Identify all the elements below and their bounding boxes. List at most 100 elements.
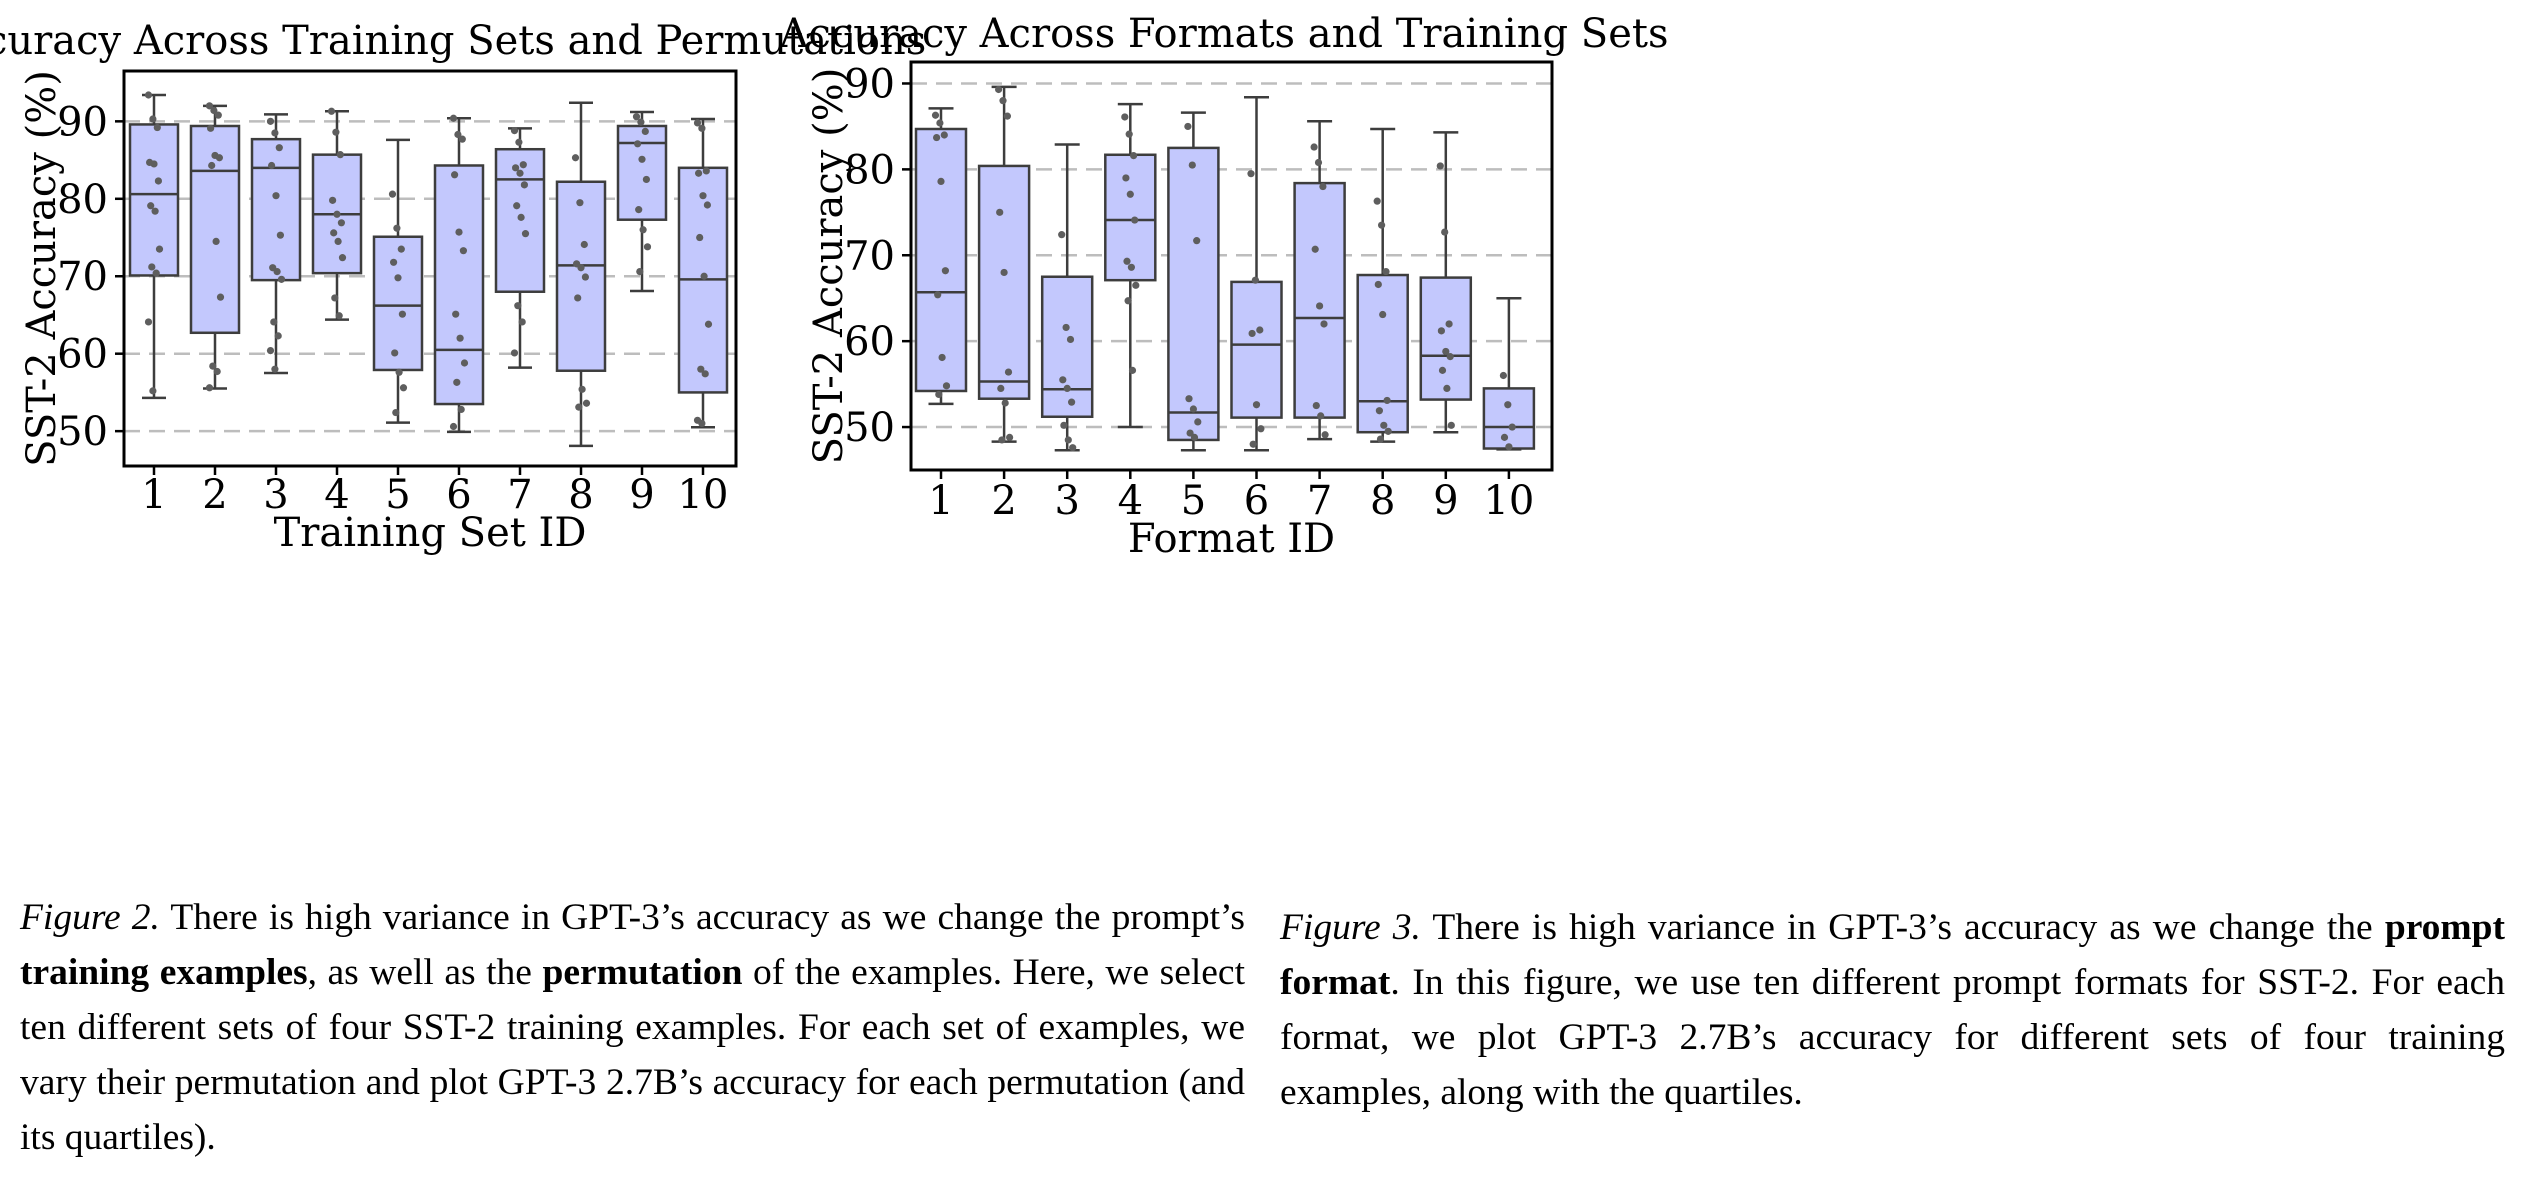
data-point <box>1447 421 1455 429</box>
data-point <box>210 106 218 115</box>
data-point <box>703 201 712 209</box>
data-point <box>1188 161 1196 169</box>
x-axis-label: Format ID <box>1128 516 1335 562</box>
data-point <box>636 267 644 276</box>
data-point <box>1380 421 1388 429</box>
data-point <box>332 128 340 136</box>
box-group <box>1356 127 1409 443</box>
box-iqr <box>433 164 485 406</box>
box-group <box>677 117 729 429</box>
data-point <box>149 387 157 395</box>
data-point <box>205 102 214 110</box>
x-tick-label: 5 <box>1181 478 1206 524</box>
data-point <box>704 320 713 328</box>
data-point <box>392 408 400 417</box>
box-iqr <box>914 127 968 393</box>
data-point <box>1004 368 1013 376</box>
caption-text: There is high variance in GPT-3’s accura… <box>1420 907 2385 948</box>
data-point <box>1505 443 1513 451</box>
data-point <box>516 169 524 177</box>
y-tick-label: 60 <box>844 319 895 365</box>
x-tick-label: 4 <box>324 472 349 518</box>
data-point <box>1500 433 1509 441</box>
data-point <box>270 318 278 326</box>
data-point <box>337 219 345 227</box>
data-point <box>1436 162 1444 170</box>
data-point <box>150 160 158 168</box>
data-point <box>330 229 338 237</box>
caption-text: of the examples. Here, we select ten dif… <box>20 952 1245 1158</box>
box-group <box>977 85 1031 444</box>
data-point <box>1066 335 1075 344</box>
data-point <box>1445 320 1453 328</box>
data-point <box>155 245 164 253</box>
caption-text: , as well as the <box>307 952 543 993</box>
data-point <box>998 436 1006 444</box>
data-point <box>1310 143 1318 151</box>
y-tick-label: 90 <box>57 99 108 145</box>
data-point <box>517 213 525 221</box>
box-group <box>250 113 302 375</box>
data-point <box>632 113 641 121</box>
x-tick-label: 9 <box>629 472 654 518</box>
box-iqr <box>1167 146 1220 442</box>
x-tick-label: 7 <box>507 472 532 518</box>
data-point <box>1443 384 1451 392</box>
data-point <box>510 127 519 135</box>
data-point <box>1001 399 1009 407</box>
x-tick-label: 10 <box>1483 478 1534 524</box>
data-point <box>695 169 703 177</box>
data-point <box>520 181 529 189</box>
data-point <box>271 129 279 137</box>
data-point <box>398 310 406 318</box>
data-point <box>995 85 1003 94</box>
data-point <box>1320 320 1328 328</box>
data-point <box>277 275 286 283</box>
data-point <box>940 131 948 139</box>
y-tick-label: 50 <box>844 405 895 451</box>
data-point <box>1063 384 1071 392</box>
y-axis-label: SST-2 Accuracy (%) <box>19 70 65 467</box>
data-point <box>459 247 467 255</box>
data-point <box>1316 302 1324 310</box>
data-point <box>1130 152 1138 160</box>
box-iqr <box>555 180 607 372</box>
plot-frame <box>909 60 1554 472</box>
data-point <box>1127 263 1135 271</box>
data-point <box>333 210 341 218</box>
data-point <box>698 124 706 132</box>
y-tick-label: 70 <box>844 233 895 279</box>
data-point <box>1321 431 1329 439</box>
data-point <box>457 405 465 414</box>
data-point <box>1064 436 1072 444</box>
box-iqr <box>1104 153 1157 282</box>
x-tick-label: 6 <box>446 472 471 518</box>
data-point <box>214 111 222 119</box>
figure-2: Accuracy Across Training Sets and Permut… <box>0 0 1260 1187</box>
data-point <box>578 385 586 393</box>
data-point <box>635 206 643 214</box>
data-point <box>275 144 283 152</box>
data-point <box>1003 112 1011 120</box>
data-point <box>144 91 153 99</box>
data-point <box>393 224 401 232</box>
box-group <box>1040 143 1094 452</box>
y-tick-label: 90 <box>844 61 895 107</box>
data-point <box>1446 353 1454 361</box>
data-point <box>938 353 946 362</box>
data-point <box>521 230 530 238</box>
data-point <box>1123 257 1131 265</box>
data-point <box>933 133 941 142</box>
data-point <box>934 291 942 299</box>
box-group <box>914 107 968 406</box>
y-tick-label: 70 <box>57 254 108 300</box>
data-point <box>576 199 584 207</box>
data-point <box>1190 433 1199 441</box>
data-point <box>1124 297 1132 305</box>
box-iqr <box>1040 275 1094 418</box>
data-point <box>1382 267 1390 276</box>
data-point <box>641 127 649 136</box>
data-point <box>449 422 458 431</box>
box-group <box>1167 111 1220 452</box>
data-point <box>152 269 160 277</box>
